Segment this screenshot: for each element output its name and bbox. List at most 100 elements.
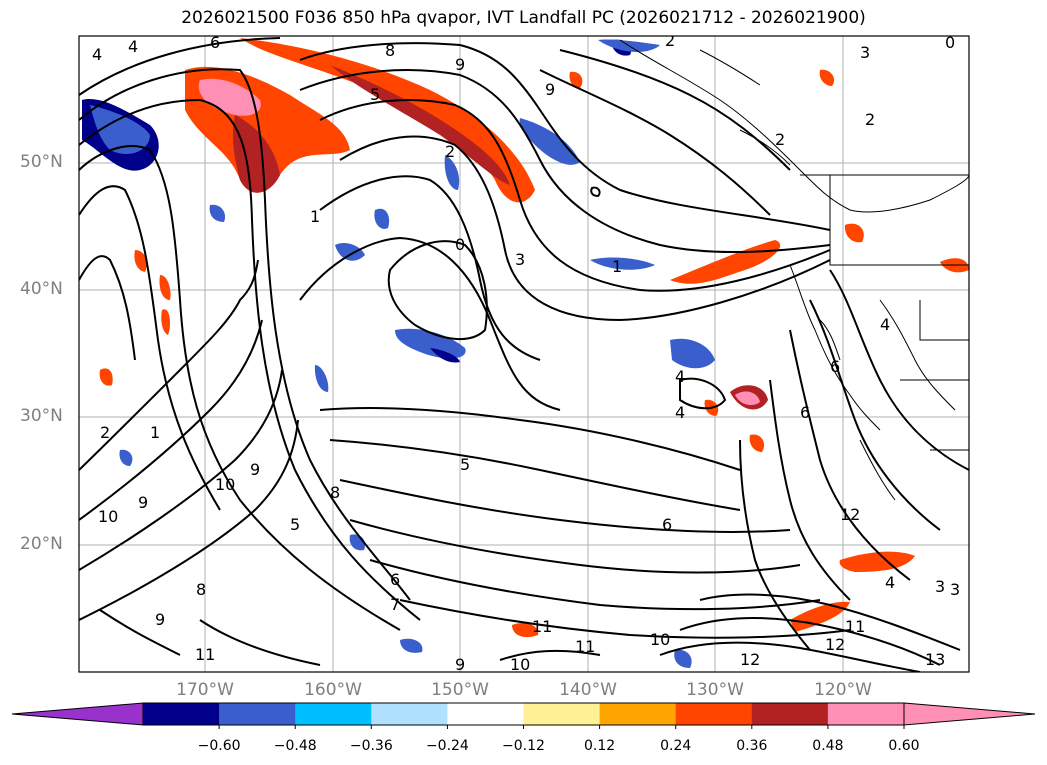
contour-label: 6 <box>210 33 220 52</box>
contour-label: 8 <box>196 580 206 599</box>
positive-blob <box>512 623 539 638</box>
contour-label: 4 <box>675 367 685 386</box>
lon-label: 140°W <box>559 680 617 700</box>
negative-blob <box>209 204 226 222</box>
contour-label: 9 <box>155 610 165 629</box>
contour-label: 10 <box>650 630 670 649</box>
map-panel: 4 6 8 9 9 2 3 3 4 5 1 2 0 1 2 5 2 1 8 9 … <box>78 31 970 674</box>
contour-lines <box>79 37 969 672</box>
contour-label: 3 <box>950 580 960 599</box>
colorbar-tick-label: −0.12 <box>502 738 545 754</box>
negative-blob <box>119 449 133 466</box>
contour-label: 12 <box>840 505 860 524</box>
contour-label: 0 <box>945 33 955 52</box>
negative-blob <box>519 118 580 165</box>
negative-blob <box>590 257 655 270</box>
positive-blob <box>99 368 113 386</box>
colorbar-tick-label: −0.24 <box>425 738 469 754</box>
contour-labels: 4 6 8 9 9 2 3 3 4 5 1 2 0 1 2 5 2 1 8 9 … <box>92 31 960 674</box>
positive-blob <box>790 601 850 632</box>
contour-label: 8 <box>330 483 340 502</box>
contour-label: 4 <box>128 37 138 56</box>
map-title: 2026021500 F036 850 hPa qvapor, IVT Land… <box>181 8 866 28</box>
contour-label: 11 <box>575 637 595 656</box>
contour-label: 2 <box>445 142 455 161</box>
contour-label: 3 <box>935 577 945 596</box>
contour-label: 9 <box>250 460 260 479</box>
lat-label: 40°N <box>20 279 63 299</box>
positive-blob <box>159 275 171 300</box>
contour-label: 6 <box>390 570 400 589</box>
contour-label: 12 <box>740 650 760 669</box>
contour-label: 6 <box>830 357 840 376</box>
coastline <box>619 39 969 501</box>
colorbar-segment <box>143 703 220 725</box>
contour-label: 2 <box>665 31 675 50</box>
negative-blob <box>674 649 692 668</box>
contour-label: 10 <box>510 655 530 674</box>
positive-blob <box>134 250 147 272</box>
lon-label: 120°W <box>814 680 872 700</box>
positive-blob <box>232 115 280 193</box>
shaded-anomaly-fields <box>82 38 969 668</box>
contour-label: 2 <box>865 110 875 129</box>
lat-label: 50°N <box>20 152 63 172</box>
contour-label: 6 <box>662 515 672 534</box>
contour-label: 12 <box>825 635 845 654</box>
colorbar-tick-label: −0.48 <box>273 738 317 754</box>
positive-blob <box>330 65 510 185</box>
contour-label: 4 <box>880 315 890 334</box>
negative-blob <box>395 328 466 359</box>
negative-blob <box>335 243 365 261</box>
colorbar-tick-label: 0.60 <box>888 738 920 754</box>
contour-label: 11 <box>195 645 215 664</box>
colorbar-over-extension <box>903 702 1036 726</box>
lon-label: 130°W <box>686 680 744 700</box>
contour-label: 10 <box>215 475 235 494</box>
contour-label: 3 <box>515 250 525 269</box>
positive-blob <box>240 38 535 203</box>
colorbar-segment <box>447 703 524 725</box>
contour-label: 3 <box>860 43 870 62</box>
colorbar-under-extension <box>11 702 144 726</box>
contour-label: 13 <box>925 650 945 669</box>
colorbar-segment <box>295 703 372 725</box>
negative-blob <box>374 208 390 229</box>
contour-label: 0 <box>455 235 465 254</box>
contour-label: 1 <box>150 423 160 442</box>
negative-blob <box>444 155 460 190</box>
contour-label: 4 <box>675 403 685 422</box>
negative-blob <box>314 365 329 392</box>
colorbar-segment <box>599 703 677 725</box>
negative-blob <box>430 348 460 363</box>
contour-label: 10 <box>98 507 118 526</box>
contour-label: 4 <box>92 45 102 64</box>
colorbar-segment <box>827 703 905 725</box>
contour-label: 5 <box>290 515 300 534</box>
colorbar-tick-label: −0.36 <box>349 738 393 754</box>
colorbar-segment <box>523 703 601 725</box>
positive-blob <box>161 309 170 335</box>
contour-label: 11 <box>845 617 865 636</box>
contour-label: 6 <box>800 403 810 422</box>
contour-label: 1 <box>612 257 622 276</box>
contour-label: 5 <box>460 455 470 474</box>
contour-label: 2 <box>775 130 785 149</box>
contour-label: 9 <box>455 655 465 674</box>
lat-label: 30°N <box>20 406 63 426</box>
lon-label: 170°W <box>176 680 234 700</box>
positive-blob <box>844 223 864 243</box>
colorbar-tick-label: 0.12 <box>584 738 616 754</box>
contour-label: 5 <box>370 85 380 104</box>
colorbar-tick-label: 0.48 <box>812 738 844 754</box>
contour-label: 9 <box>545 80 555 99</box>
positive-blob <box>839 551 915 572</box>
contour-label: 2 <box>100 423 110 442</box>
lon-label: 160°W <box>304 680 362 700</box>
contour-label: 7 <box>390 595 400 614</box>
colorbar-tick-label: 0.24 <box>660 738 692 754</box>
positive-blob <box>569 71 583 88</box>
colorbar-tick-label: −0.60 <box>197 738 241 754</box>
contour-label: 1 <box>310 207 320 226</box>
